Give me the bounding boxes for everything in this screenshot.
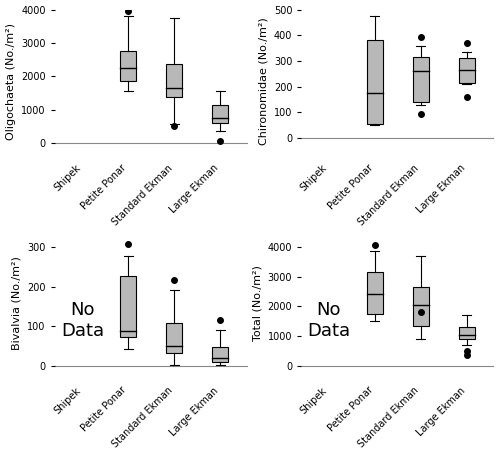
Y-axis label: Total (No./m²): Total (No./m²) [252,266,262,341]
Bar [459,58,475,83]
Bar [212,105,228,123]
Bar [120,51,136,81]
Bar [166,323,182,353]
Text: No
Data: No Data [308,301,350,340]
Bar [413,287,429,326]
Bar [166,64,182,97]
Bar [120,276,136,337]
Bar [413,57,429,102]
Bar [367,40,383,124]
Text: No
Data: No Data [61,301,104,340]
Bar [367,272,383,314]
Y-axis label: Oligochaeta (No./m²): Oligochaeta (No./m²) [6,23,16,140]
Y-axis label: Bivalvia (No./m²): Bivalvia (No./m²) [12,257,22,350]
Bar [459,328,475,339]
Y-axis label: Chironomidae (No./m²): Chironomidae (No./m²) [258,18,268,145]
Bar [212,347,228,362]
